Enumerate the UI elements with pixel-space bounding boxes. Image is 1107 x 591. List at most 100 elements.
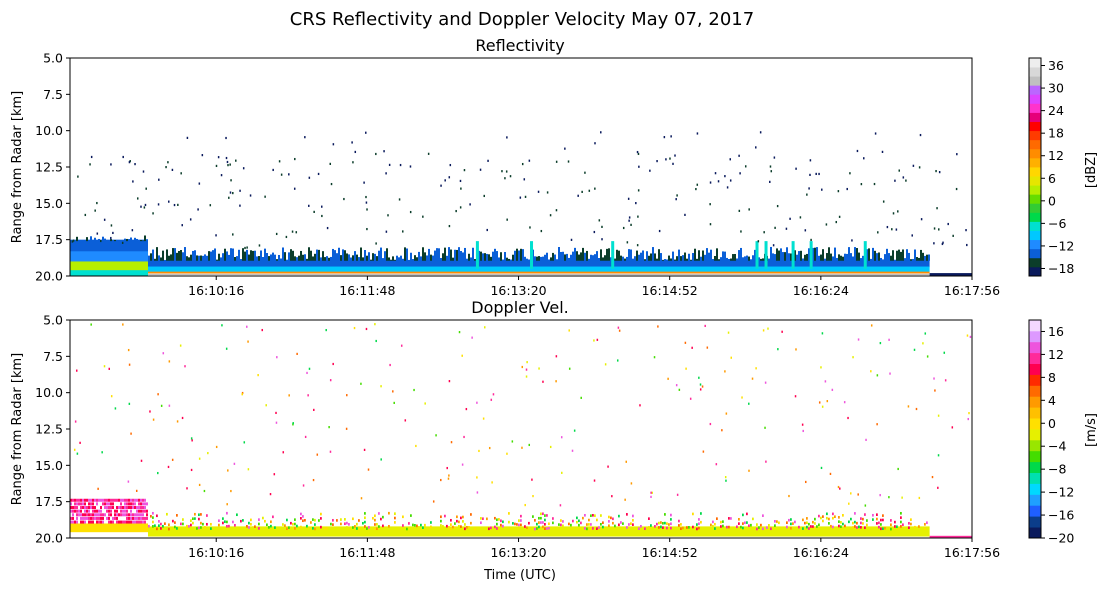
velocity-pixel xyxy=(116,498,118,502)
noise-pixel xyxy=(670,135,672,138)
velocity-pixel xyxy=(270,520,272,524)
noise-pixel xyxy=(127,480,130,483)
echo-pixel xyxy=(710,249,712,261)
echo-pixel xyxy=(172,248,174,261)
noise-pixel xyxy=(636,244,639,247)
velocity-pixel xyxy=(128,516,130,520)
noise-pixel xyxy=(888,338,890,341)
echo-pixel xyxy=(688,253,690,261)
colorbar-segment xyxy=(1029,341,1041,354)
velocity-pixel xyxy=(94,498,96,502)
echo-pixel xyxy=(498,257,500,261)
noise-pixel xyxy=(241,391,244,395)
echo-pixel xyxy=(908,252,910,261)
noise-pixel xyxy=(404,419,407,422)
echo-pixel xyxy=(900,251,902,261)
velocity-pixel xyxy=(774,524,776,527)
echo-pixel xyxy=(512,254,514,261)
noise-pixel xyxy=(128,363,131,366)
velocity-pixel xyxy=(74,502,76,506)
echo-pixel xyxy=(222,253,224,261)
noise-pixel xyxy=(573,429,576,432)
noise-pixel xyxy=(225,347,228,350)
velocity-pixel xyxy=(138,498,140,502)
noise-pixel xyxy=(738,154,740,157)
velocity-pixel xyxy=(864,513,866,516)
noise-pixel xyxy=(243,441,246,444)
noise-pixel xyxy=(400,344,403,347)
velocity-pixel xyxy=(136,513,138,517)
velocity-pixel xyxy=(100,506,102,510)
noise-pixel xyxy=(808,187,810,190)
velocity-pixel xyxy=(182,518,184,521)
noise-pixel xyxy=(239,189,241,192)
velocity-pixel xyxy=(594,514,596,517)
noise-pixel xyxy=(729,179,732,182)
noise-pixel xyxy=(709,181,712,184)
echo-pixel xyxy=(206,255,208,261)
noise-pixel xyxy=(506,136,508,139)
velocity-pixel xyxy=(200,526,202,529)
velocity-pixel xyxy=(412,523,414,527)
echo-pixel xyxy=(484,253,486,261)
echo-pixel xyxy=(922,252,924,261)
echo-pixel xyxy=(534,256,536,261)
echo-pixel xyxy=(454,249,456,261)
velocity-pixel xyxy=(104,502,106,506)
velocity-pixel xyxy=(132,498,134,502)
noise-pixel xyxy=(110,224,113,227)
noise-pixel xyxy=(461,463,464,466)
velocity-pixel xyxy=(470,521,472,525)
velocity-pixel xyxy=(76,502,78,506)
noise-pixel xyxy=(261,328,264,332)
velocity-pixel xyxy=(104,513,106,517)
velocity-pixel xyxy=(126,513,128,517)
velocity-pixel xyxy=(838,524,840,528)
echo-pixel xyxy=(622,256,624,261)
echo-pixel xyxy=(924,255,926,261)
noise-pixel xyxy=(870,324,873,327)
velocity-pixel xyxy=(180,522,182,526)
echo-pixel xyxy=(310,250,312,261)
velocity-pixel xyxy=(96,513,98,517)
velocity-pixel xyxy=(698,522,700,526)
noise-pixel xyxy=(804,229,807,232)
echo-pixel xyxy=(522,249,524,261)
velocity-pixel xyxy=(76,509,78,513)
noise-pixel xyxy=(825,223,828,226)
echo-pixel xyxy=(186,256,188,261)
velocity-pixel xyxy=(168,527,170,531)
velocity-pixel xyxy=(374,527,376,531)
velocity-pixel xyxy=(140,520,142,524)
noise-pixel xyxy=(149,410,151,413)
echo-pixel xyxy=(284,252,286,261)
noise-pixel xyxy=(282,451,285,454)
velocity-pixel xyxy=(542,525,544,529)
y-tick-label: 10.0 xyxy=(35,385,63,400)
velocity-pixel xyxy=(120,498,122,502)
velocity-pixel xyxy=(128,498,130,502)
velocity-pixel xyxy=(862,517,864,521)
echo-pixel xyxy=(706,248,708,261)
noise-pixel xyxy=(618,329,621,332)
velocity-pixel xyxy=(440,519,442,523)
velocity-pixel xyxy=(270,524,272,528)
colorbar-segment xyxy=(1029,203,1041,213)
noise-pixel xyxy=(332,143,335,146)
noise-pixel xyxy=(863,157,865,160)
noise-pixel xyxy=(307,394,309,397)
echo-pixel xyxy=(780,248,782,261)
velocity-pixel xyxy=(294,518,296,521)
x-tick-label: 16:10:16 xyxy=(188,545,244,560)
velocity-pixel xyxy=(450,518,452,522)
velocity-pixel xyxy=(98,513,100,517)
echo-pixel xyxy=(728,259,730,261)
noise-pixel xyxy=(280,173,283,176)
noise-pixel xyxy=(486,228,488,232)
velocity-pixel xyxy=(860,526,862,529)
velocity-pixel xyxy=(788,527,790,531)
noise-pixel xyxy=(167,465,170,469)
velocity-pixel xyxy=(332,523,334,526)
noise-pixel xyxy=(598,219,601,222)
reflectivity-ylabel: Range from Radar [km] xyxy=(10,91,25,243)
